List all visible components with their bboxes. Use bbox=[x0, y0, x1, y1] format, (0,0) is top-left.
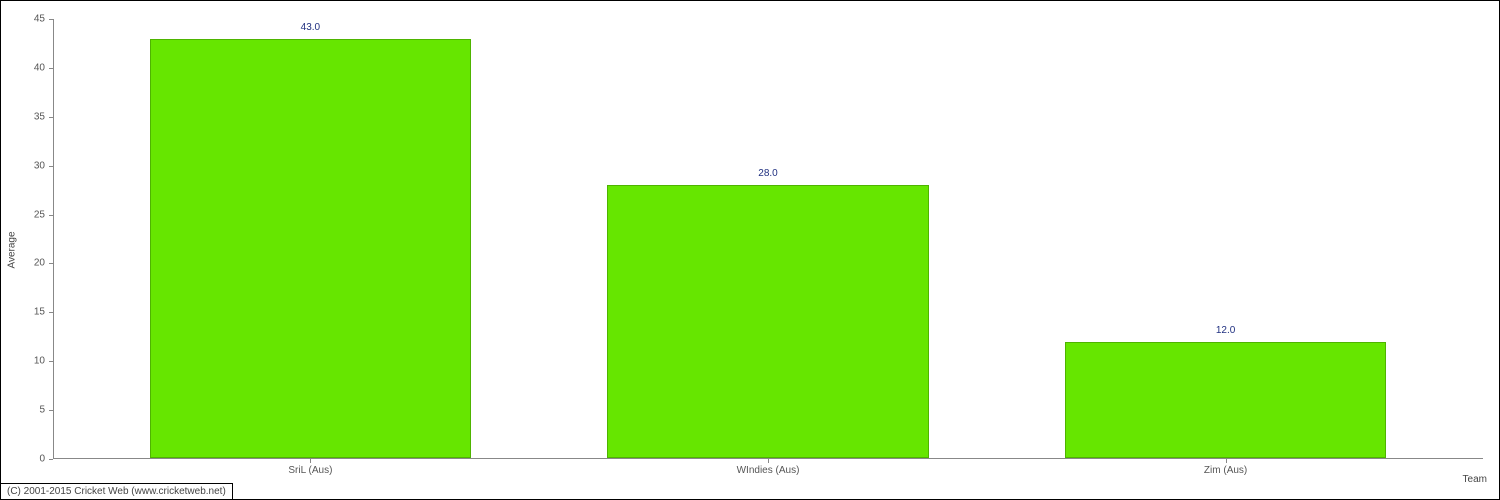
x-tick-label: SriL (Aus) bbox=[288, 459, 332, 476]
y-tick-label: 20 bbox=[34, 258, 53, 269]
y-tick-label: 15 bbox=[34, 307, 53, 318]
y-tick-label: 10 bbox=[34, 356, 53, 367]
bar-value-label: 43.0 bbox=[301, 22, 320, 33]
bar bbox=[607, 185, 929, 458]
y-tick-label: 5 bbox=[39, 405, 53, 416]
y-tick-label: 25 bbox=[34, 209, 53, 220]
y-tick-label: 0 bbox=[39, 454, 53, 465]
y-tick-label: 40 bbox=[34, 62, 53, 73]
y-tick-label: 35 bbox=[34, 111, 53, 122]
bar-value-label: 28.0 bbox=[758, 168, 777, 179]
bar bbox=[1065, 342, 1387, 458]
y-axis bbox=[53, 19, 54, 459]
y-tick-label: 45 bbox=[34, 14, 53, 25]
y-axis-title: Average bbox=[7, 231, 18, 268]
x-tick-label: Zim (Aus) bbox=[1204, 459, 1247, 476]
x-axis-title: Team bbox=[1463, 474, 1487, 485]
bar bbox=[150, 39, 472, 458]
bar-value-label: 12.0 bbox=[1216, 325, 1235, 336]
plot-area: 05101520253035404543.0SriL (Aus)28.0WInd… bbox=[53, 19, 1483, 459]
x-tick-label: WIndies (Aus) bbox=[737, 459, 800, 476]
chart-frame: 0 5 10 15 20 25 30 35 40 45 43.0 SriL (Aus) 28.0 WInd… bbox=[0, 0, 1500, 500]
y-tick-label: 30 bbox=[34, 160, 53, 171]
copyright-footer: (C) 2001-2015 Cricket Web (www.cricketwe… bbox=[1, 483, 233, 499]
